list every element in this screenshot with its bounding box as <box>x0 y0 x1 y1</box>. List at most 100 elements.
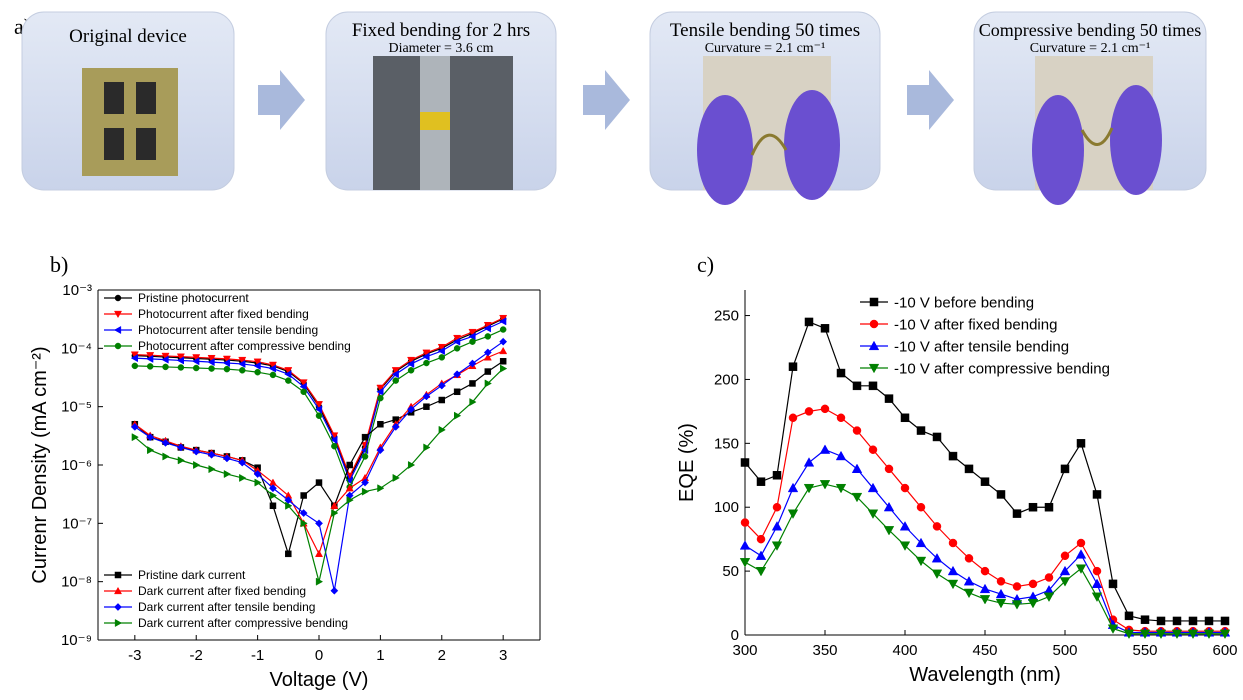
marker <box>980 566 990 576</box>
marker <box>996 490 1006 499</box>
marker <box>915 556 927 567</box>
x-tick-label: -2 <box>190 647 203 664</box>
marker <box>740 518 750 527</box>
marker <box>361 487 370 496</box>
marker <box>1108 579 1118 589</box>
marker <box>207 358 215 367</box>
step-title: Compressive bending 50 times <box>979 20 1201 40</box>
marker <box>867 509 879 519</box>
step-title: Tensile bending 50 times <box>670 20 860 41</box>
marker <box>238 356 247 365</box>
marker <box>1140 615 1150 624</box>
marker <box>238 359 246 368</box>
marker <box>963 576 975 586</box>
marker <box>869 319 879 329</box>
marker <box>755 550 767 560</box>
marker <box>1219 629 1231 640</box>
step-box: Compressive bending 50 times Curvature =… <box>973 11 1207 205</box>
marker <box>884 464 894 474</box>
marker <box>996 577 1006 586</box>
legend-label: Dark current after compressive bending <box>138 616 348 630</box>
marker <box>771 521 783 531</box>
step-box: Original device <box>21 11 235 191</box>
marker <box>207 354 216 363</box>
y-tick-label: 100 <box>714 499 739 516</box>
marker <box>299 379 308 387</box>
marker <box>1011 600 1023 610</box>
marker <box>284 370 292 379</box>
marker <box>391 367 400 375</box>
step-title: Fixed bending for 2 hrs <box>352 20 530 41</box>
marker <box>1059 565 1071 576</box>
marker <box>131 433 139 442</box>
y-tick-label: 10⁻⁶ <box>61 457 92 474</box>
marker <box>788 362 798 371</box>
marker <box>1027 598 1039 609</box>
marker <box>314 549 324 557</box>
marker <box>1171 629 1183 640</box>
marker <box>285 550 292 558</box>
marker <box>377 394 384 402</box>
marker <box>453 345 461 352</box>
legend-label: -10 V after fixed bending <box>894 316 1057 333</box>
marker <box>739 540 751 550</box>
marker <box>253 361 261 370</box>
marker <box>1124 611 1134 621</box>
marker <box>222 355 231 363</box>
marker <box>407 460 416 470</box>
marker <box>268 361 277 370</box>
x-tick-label: 1 <box>376 647 384 664</box>
x-tick-label: 550 <box>1132 642 1157 659</box>
marker <box>1059 577 1071 587</box>
marker <box>1187 629 1199 640</box>
marker <box>1155 629 1167 640</box>
marker <box>422 352 430 361</box>
marker <box>499 358 507 365</box>
marker <box>361 478 369 487</box>
marker <box>1076 439 1086 448</box>
marker <box>1203 629 1215 640</box>
marker <box>788 413 798 423</box>
marker <box>931 569 943 579</box>
y-tick-label: 10⁻⁵ <box>61 399 92 416</box>
marker <box>437 381 446 390</box>
y-tick-label: 10⁻⁴ <box>61 340 92 357</box>
legend-label: -10 V after tensile bending <box>894 338 1069 355</box>
step-box: Tensile bending 50 times Curvature = 2.1… <box>649 11 881 205</box>
marker <box>900 483 910 493</box>
marker <box>407 405 416 414</box>
marker <box>147 446 155 455</box>
marker <box>239 367 246 374</box>
marker <box>1139 629 1151 640</box>
marker <box>964 554 974 563</box>
marker <box>330 501 339 509</box>
marker <box>772 502 782 512</box>
marker <box>453 388 461 396</box>
legend-label: -10 V before bending <box>894 294 1034 311</box>
marker <box>331 442 338 450</box>
marker <box>1075 564 1087 574</box>
marker <box>867 482 879 493</box>
marker <box>1043 592 1055 602</box>
marker <box>483 324 491 333</box>
marker <box>499 346 508 355</box>
marker <box>423 443 431 452</box>
marker <box>346 461 353 469</box>
marker <box>820 404 830 414</box>
marker <box>852 381 862 391</box>
marker <box>979 595 991 605</box>
marker <box>453 370 462 379</box>
marker <box>836 368 846 378</box>
marker <box>739 558 751 568</box>
marker <box>177 456 185 465</box>
marker <box>883 526 895 536</box>
marker <box>314 405 323 414</box>
legend-label: Photocurrent after tensile bending <box>138 323 318 337</box>
marker <box>269 371 277 379</box>
marker <box>254 368 261 376</box>
marker <box>177 364 185 371</box>
x-tick-label: 3 <box>499 647 507 664</box>
marker <box>391 422 400 431</box>
marker <box>268 364 277 373</box>
legend-label: Photocurrent after fixed bending <box>138 307 309 321</box>
